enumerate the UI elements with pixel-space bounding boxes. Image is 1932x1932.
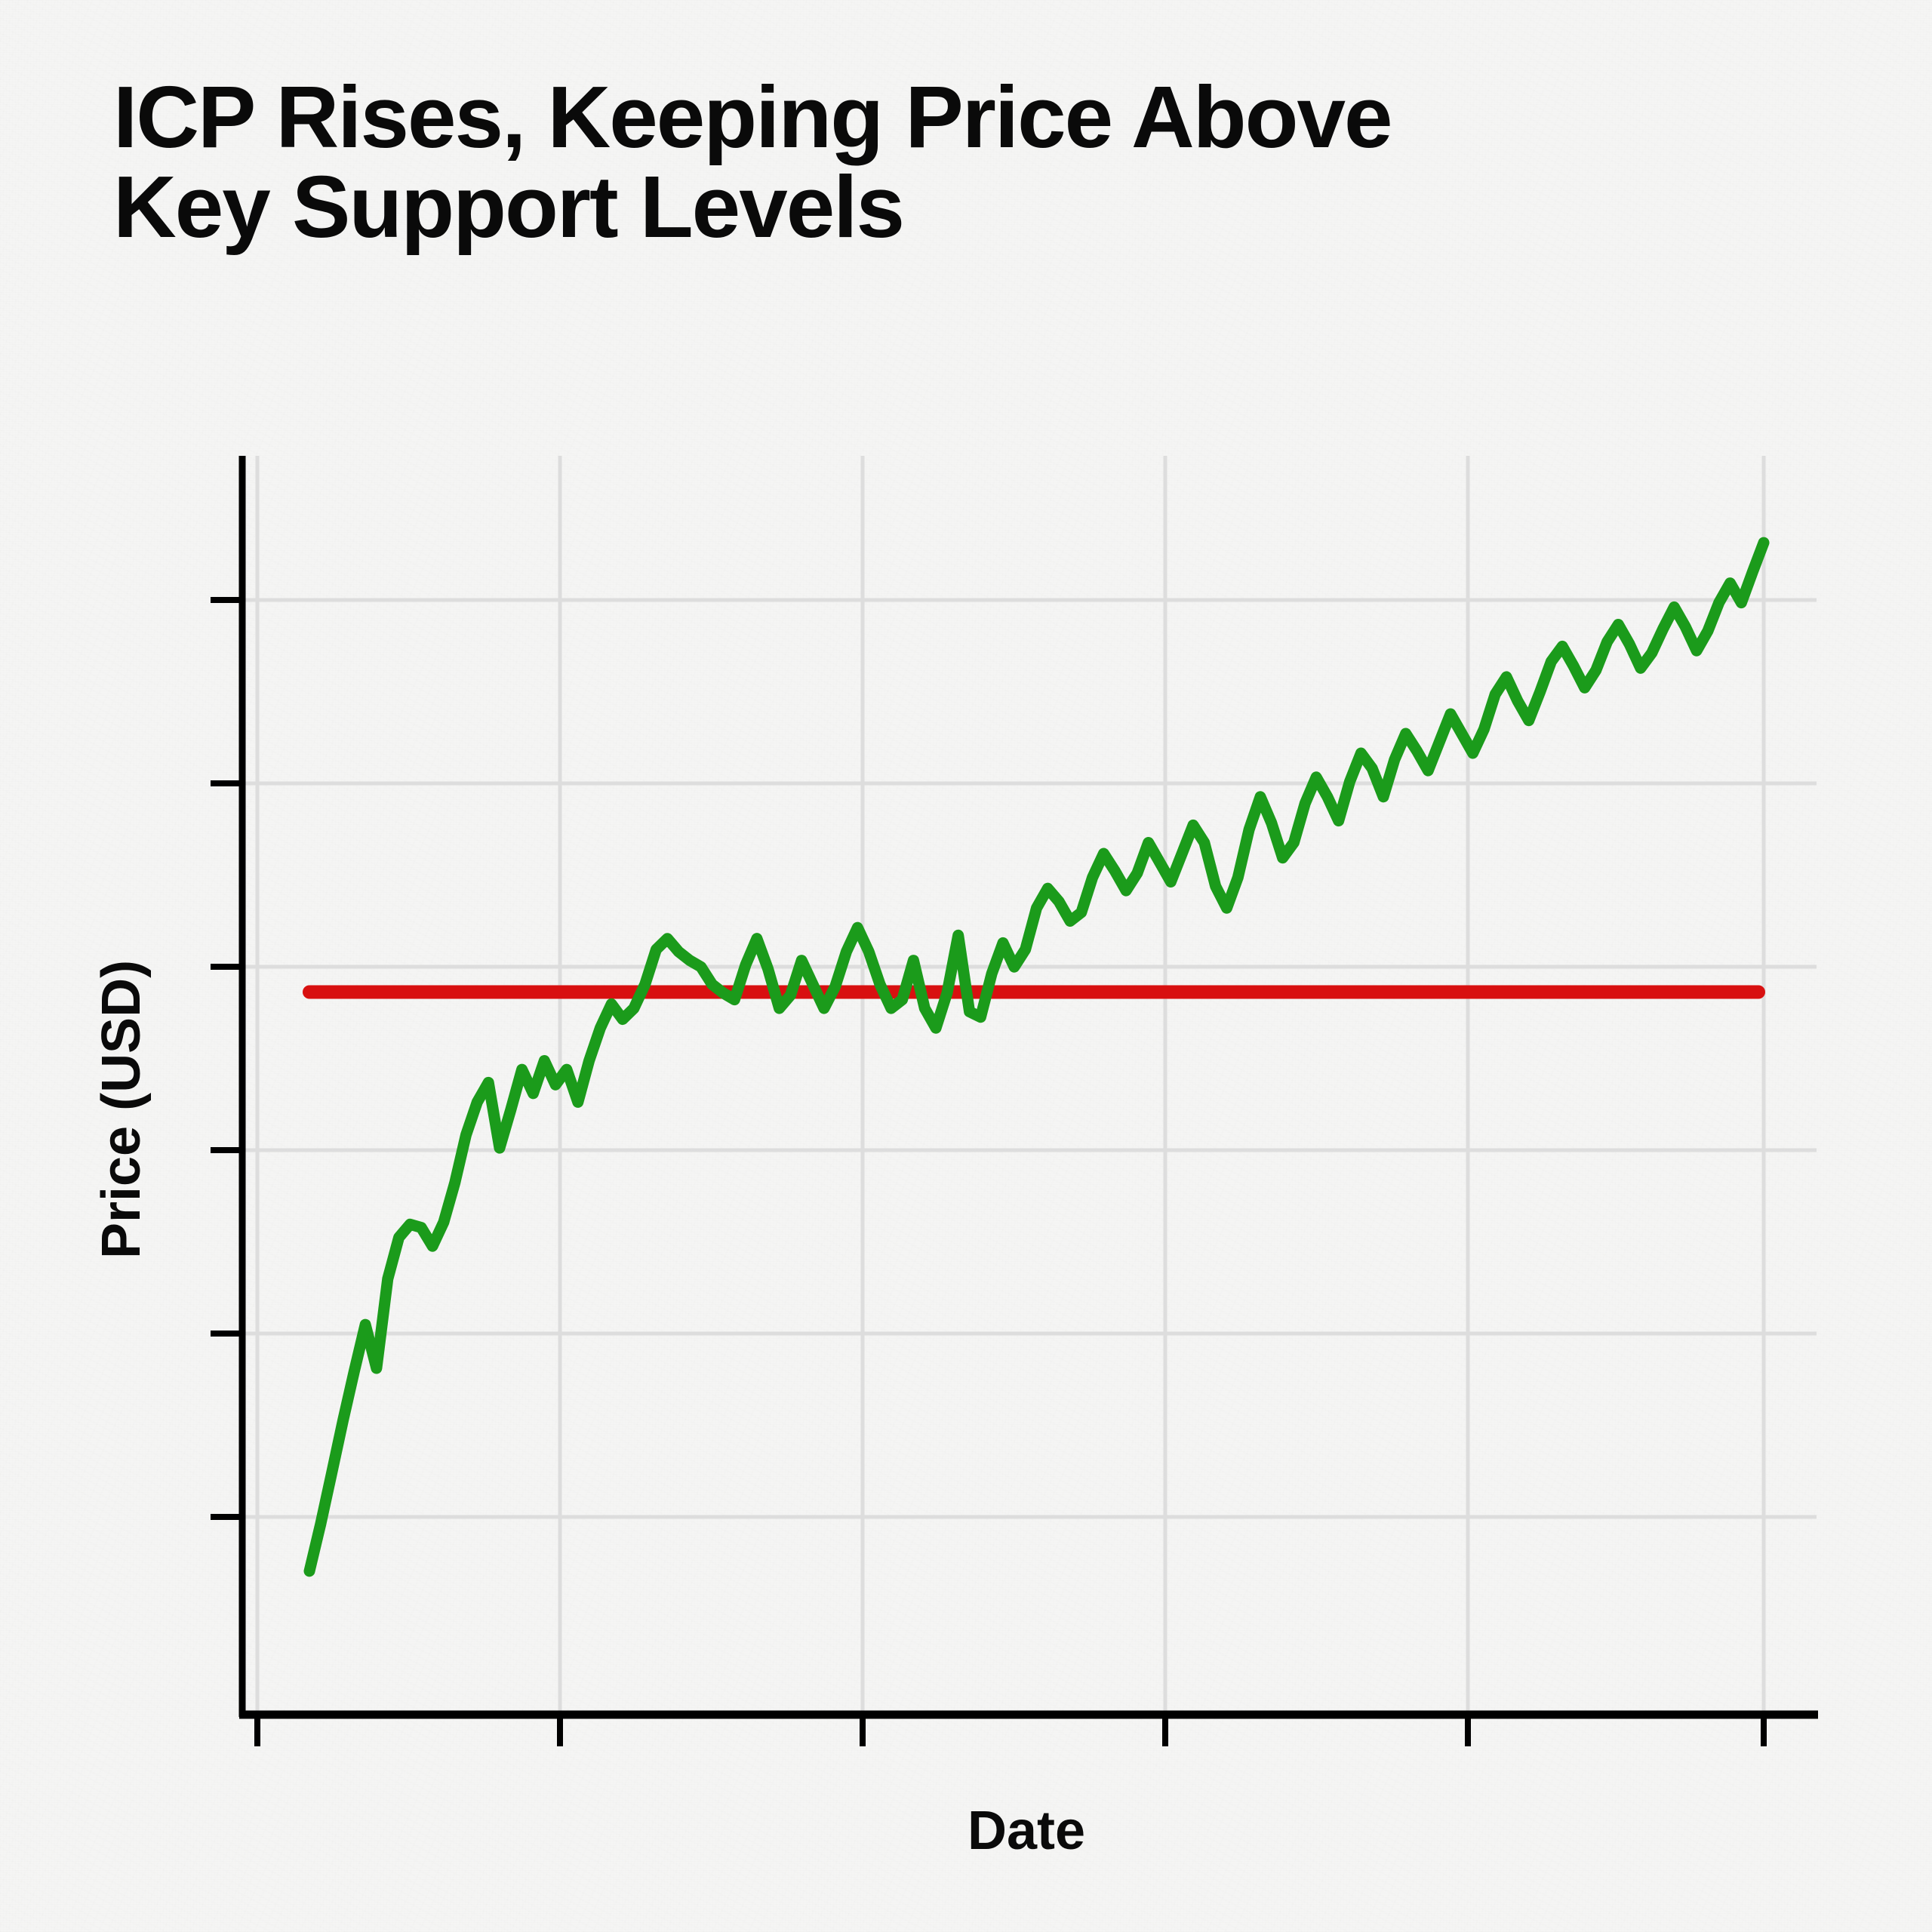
icp-price-line — [303, 537, 1770, 1577]
page-title: ICP Rises, Keeping Price Above Key Suppo… — [113, 68, 1393, 257]
horizontal-gridlines — [242, 598, 1817, 1519]
x-axis-label: Date — [968, 1801, 1085, 1861]
x-axis-ticks — [254, 1715, 1767, 1746]
vertical-gridlines — [255, 456, 1766, 1715]
y-axis-ticks — [211, 597, 242, 1520]
y-axis-label: Price (USD) — [91, 960, 152, 1259]
